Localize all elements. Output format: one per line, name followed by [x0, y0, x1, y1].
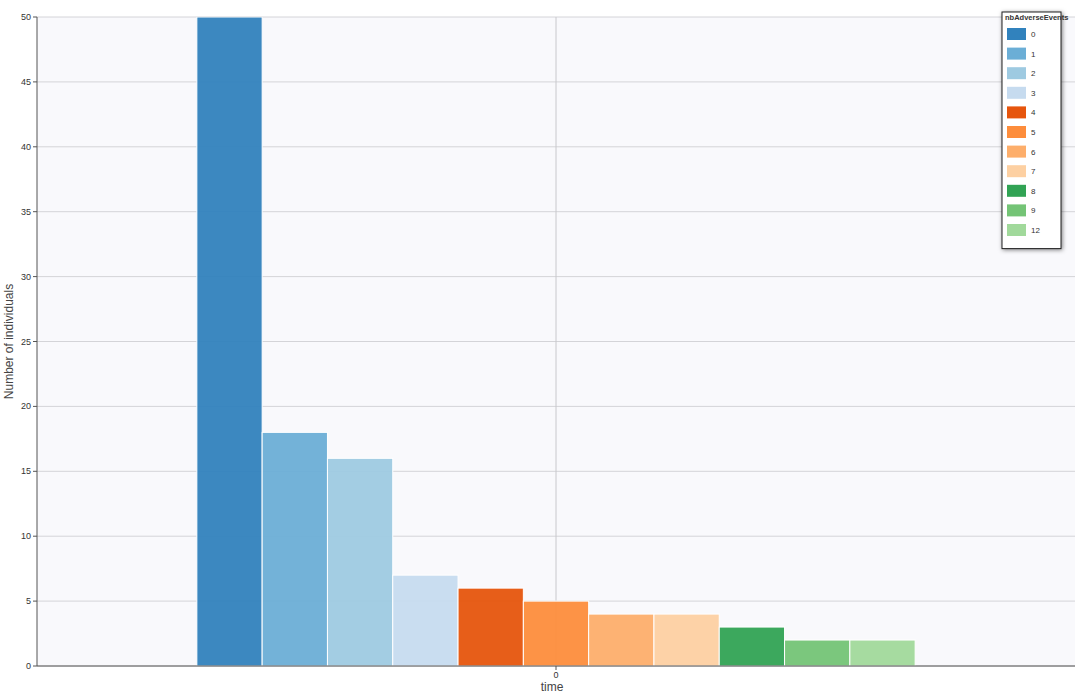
legend-swatch: [1007, 28, 1026, 40]
y-tick: [33, 666, 37, 667]
y-tick: [33, 406, 37, 407]
bar: [589, 614, 654, 666]
legend-swatch: [1007, 146, 1026, 158]
legend-label: 7: [1031, 167, 1036, 176]
y-tick-label: 10: [21, 531, 31, 541]
legend-title: nbAdverseEvents: [1005, 13, 1068, 22]
y-axis-label: Number of individuals: [2, 284, 16, 399]
y-tick: [33, 276, 37, 277]
legend-swatch: [1007, 126, 1026, 138]
bar: [197, 17, 262, 666]
legend-label: 9: [1031, 206, 1036, 215]
y-tick-label: 20: [21, 401, 31, 411]
bar: [719, 627, 784, 666]
bar: [523, 601, 588, 666]
y-tick-label: 25: [21, 337, 31, 347]
legend-label: 3: [1031, 89, 1036, 98]
bars: [197, 17, 915, 666]
y-tick-label: 35: [21, 207, 31, 217]
grid-line: [556, 17, 557, 666]
x-axis-label: time: [541, 680, 564, 694]
legend-label: 4: [1031, 108, 1036, 117]
legend-label: 5: [1031, 128, 1036, 137]
legend-label: 0: [1031, 30, 1036, 39]
legend: nbAdverseEvents012345678912: [1002, 12, 1068, 249]
legend-swatch: [1007, 224, 1026, 236]
bar: [327, 458, 392, 666]
bar: [654, 614, 719, 666]
legend-label: 2: [1031, 69, 1036, 78]
legend-label: 12: [1031, 226, 1040, 235]
legend-swatch: [1007, 204, 1026, 216]
legend-swatch: [1007, 67, 1026, 79]
legend-swatch: [1007, 87, 1026, 99]
y-tick-label: 40: [21, 142, 31, 152]
legend-swatch: [1007, 48, 1026, 60]
y-tick: [33, 81, 37, 82]
y-tick-label: 50: [21, 12, 31, 22]
y-tick-label: 15: [21, 466, 31, 476]
x-tick-label: 0: [553, 670, 558, 680]
legend-label: 6: [1031, 148, 1036, 157]
y-tick: [33, 146, 37, 147]
legend-label: 8: [1031, 187, 1036, 196]
bar: [393, 575, 458, 666]
legend-swatch: [1007, 106, 1026, 118]
bar: [850, 640, 915, 666]
y-tick-label: 5: [26, 596, 31, 606]
bar: [262, 432, 327, 666]
y-tick-label: 0: [26, 661, 31, 671]
y-tick-label: 45: [21, 77, 31, 87]
legend-label: 1: [1031, 50, 1036, 59]
legend-swatch: [1007, 185, 1026, 197]
y-tick: [33, 601, 37, 602]
legend-swatch: [1007, 165, 1026, 177]
y-tick: [33, 536, 37, 537]
bar: [458, 588, 523, 666]
bar: [785, 640, 850, 666]
chart: 051015202530354045500timeNumber of indiv…: [0, 0, 1080, 697]
y-tick: [33, 471, 37, 472]
plot-background: [37, 17, 1075, 666]
y-tick: [33, 17, 37, 18]
y-tick-label: 30: [21, 272, 31, 282]
y-tick: [33, 211, 37, 212]
legend-box: [1002, 12, 1061, 249]
y-tick: [33, 341, 37, 342]
